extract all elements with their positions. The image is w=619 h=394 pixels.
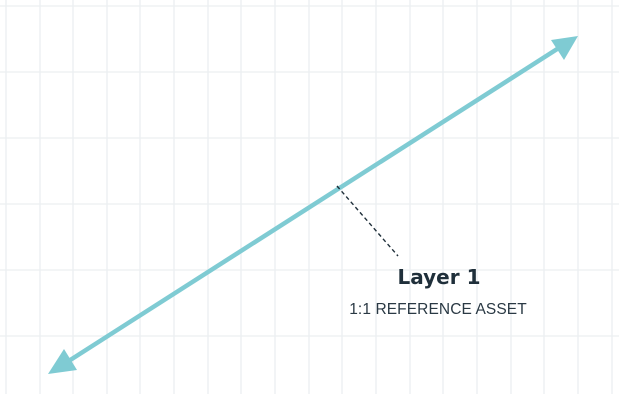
annotation-leader-line xyxy=(336,185,399,257)
annotation-subtitle: 1:1 REFERENCE ASSET xyxy=(349,301,527,318)
arrowhead-down-left-icon xyxy=(48,349,77,374)
arrow-shaft xyxy=(61,41,568,367)
arrowhead-up-right-icon xyxy=(551,36,578,60)
annotation-title: Layer 1 xyxy=(398,265,481,289)
